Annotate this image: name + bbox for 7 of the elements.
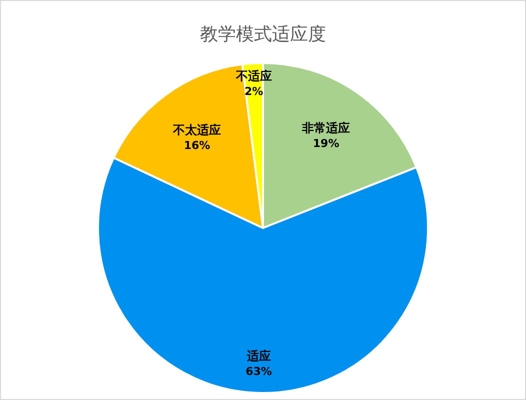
slice-label: 非常适应: [301, 121, 350, 136]
slice-label: 不太适应: [172, 123, 222, 138]
data-label: 16%: [184, 139, 210, 152]
slice-label: 适应: [246, 349, 271, 364]
data-label: 19%: [312, 137, 340, 150]
chart-title: 教学模式适应度: [200, 24, 326, 45]
data-label: 63%: [246, 365, 272, 378]
